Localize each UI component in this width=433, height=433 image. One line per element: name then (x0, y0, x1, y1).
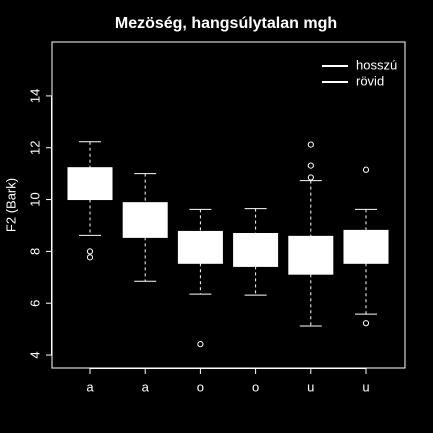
y-tick-label: 8 (27, 248, 42, 255)
box (122, 202, 168, 238)
outlier (307, 174, 314, 181)
outlier (197, 341, 204, 348)
outlier (307, 141, 314, 148)
legend-label: rövid (356, 73, 384, 88)
box (67, 167, 113, 201)
outlier (362, 320, 370, 327)
outlier (86, 254, 94, 261)
x-tick-label: a (142, 379, 150, 394)
y-tick-label: 6 (27, 300, 42, 307)
outlier (307, 162, 314, 169)
x-tick-label: u (362, 379, 369, 394)
outlier (362, 166, 370, 173)
y-axis-label: F2 (Bark) (3, 178, 18, 232)
x-tick-label: o (252, 379, 259, 394)
legend-label: hosszú (356, 57, 397, 72)
y-tick-label: 12 (27, 140, 42, 154)
chart-title: Mezöség, hangsúlytalan mgh (115, 15, 337, 32)
outlier (86, 248, 94, 255)
x-tick-label: u (307, 379, 314, 394)
y-tick-label: 4 (27, 351, 42, 358)
y-tick-label: 14 (27, 89, 42, 103)
x-tick-label: o (197, 379, 204, 394)
y-tick-label: 10 (27, 192, 42, 206)
x-tick-label: a (86, 379, 94, 394)
